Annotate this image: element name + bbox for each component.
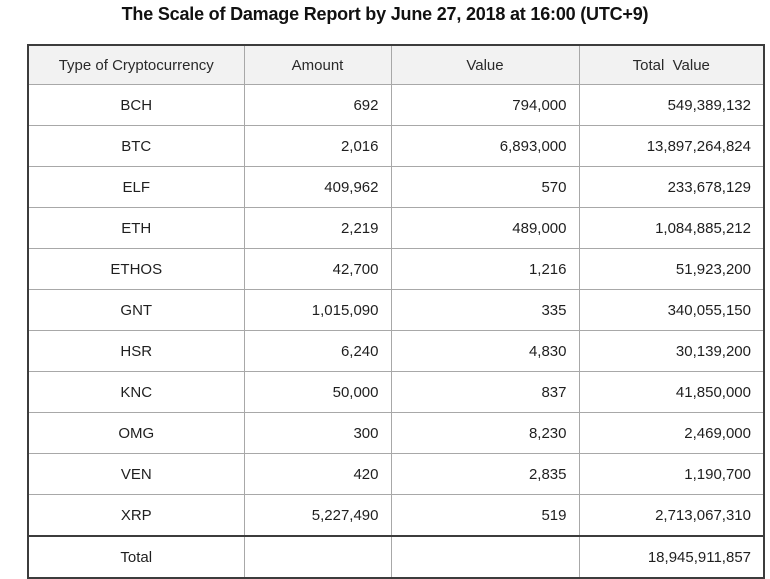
cell-total-value: 549,389,132 [578, 84, 765, 126]
cell-amount: 2,016 [243, 125, 392, 167]
header-row: Type of Cryptocurrency Amount Value Tota… [27, 44, 765, 85]
column-header-type: Type of Cryptocurrency [27, 44, 245, 85]
cell-total-value: 233,678,129 [578, 166, 765, 208]
cell-value: 837 [390, 371, 580, 413]
cell-amount: 409,962 [243, 166, 392, 208]
cell-type: BCH [27, 84, 245, 126]
total-value-cell [390, 535, 580, 579]
table-header: Type of Cryptocurrency Amount Value Tota… [27, 44, 765, 85]
cell-amount: 6,240 [243, 330, 392, 372]
cell-type: GNT [27, 289, 245, 331]
cell-type: XRP [27, 494, 245, 537]
total-row: Total 18,945,911,857 [27, 535, 765, 579]
cell-value: 2,835 [390, 453, 580, 495]
cell-amount: 1,015,090 [243, 289, 392, 331]
cell-amount: 42,700 [243, 248, 392, 290]
total-amount-cell [243, 535, 392, 579]
cell-type: ETHOS [27, 248, 245, 290]
cell-amount: 5,227,490 [243, 494, 392, 537]
cell-type: ETH [27, 207, 245, 249]
cell-value: 8,230 [390, 412, 580, 454]
cell-value: 4,830 [390, 330, 580, 372]
cell-value: 519 [390, 494, 580, 537]
table-body: BCH 692 794,000 549,389,132 BTC 2,016 6,893,00… [27, 84, 765, 537]
cell-type: HSR [27, 330, 245, 372]
cell-amount: 300 [243, 412, 392, 454]
cell-total-value: 2,469,000 [578, 412, 765, 454]
cell-type: VEN [27, 453, 245, 495]
cell-total-value: 41,850,000 [578, 371, 765, 413]
table-footer: Total 18,945,911,857 [27, 535, 765, 579]
cell-type: KNC [27, 371, 245, 413]
cell-value: 794,000 [390, 84, 580, 126]
table-row: XRP 5,227,490 519 2,713,067,310 [27, 494, 765, 537]
cell-value: 1,216 [390, 248, 580, 290]
cell-type: ELF [27, 166, 245, 208]
cell-value: 335 [390, 289, 580, 331]
table-row: GNT 1,015,090 335 340,055,150 [27, 289, 765, 331]
cell-value: 489,000 [390, 207, 580, 249]
cell-amount: 692 [243, 84, 392, 126]
cell-total-value: 13,897,264,824 [578, 125, 765, 167]
cell-value: 570 [390, 166, 580, 208]
cell-amount: 50,000 [243, 371, 392, 413]
column-header-value: Value [390, 44, 580, 85]
cell-type: BTC [27, 125, 245, 167]
table-row: ELF 409,962 570 233,678,129 [27, 166, 765, 208]
table-row: VEN 420 2,835 1,190,700 [27, 453, 765, 495]
report-title: The Scale of Damage Report by June 27, 2… [121, 4, 649, 24]
table-row: BCH 692 794,000 549,389,132 [27, 84, 765, 126]
table-row: OMG 300 8,230 2,469,000 [27, 412, 765, 454]
cell-total-value: 30,139,200 [578, 330, 765, 372]
total-total-value-cell: 18,945,911,857 [578, 535, 765, 579]
column-header-total-value: Total Value [578, 44, 765, 85]
column-header-amount: Amount [243, 44, 392, 85]
cell-total-value: 51,923,200 [578, 248, 765, 290]
cell-amount: 420 [243, 453, 392, 495]
cell-total-value: 1,190,700 [578, 453, 765, 495]
cell-total-value: 2,713,067,310 [578, 494, 765, 537]
table-row: KNC 50,000 837 41,850,000 [27, 371, 765, 413]
table-row: ETHOS 42,700 1,216 51,923,200 [27, 248, 765, 290]
table-row: HSR 6,240 4,830 30,139,200 [27, 330, 765, 372]
cell-total-value: 340,055,150 [578, 289, 765, 331]
cell-total-value: 1,084,885,212 [578, 207, 765, 249]
total-label: Total [27, 535, 245, 579]
cell-type: OMG [27, 412, 245, 454]
table-row: BTC 2,016 6,893,000 13,897,264,824 [27, 125, 765, 167]
cell-amount: 2,219 [243, 207, 392, 249]
cell-value: 6,893,000 [390, 125, 580, 167]
damage-report-table: Type of Cryptocurrency Amount Value Tota… [27, 44, 765, 579]
table-row: ETH 2,219 489,000 1,084,885,212 [27, 207, 765, 249]
